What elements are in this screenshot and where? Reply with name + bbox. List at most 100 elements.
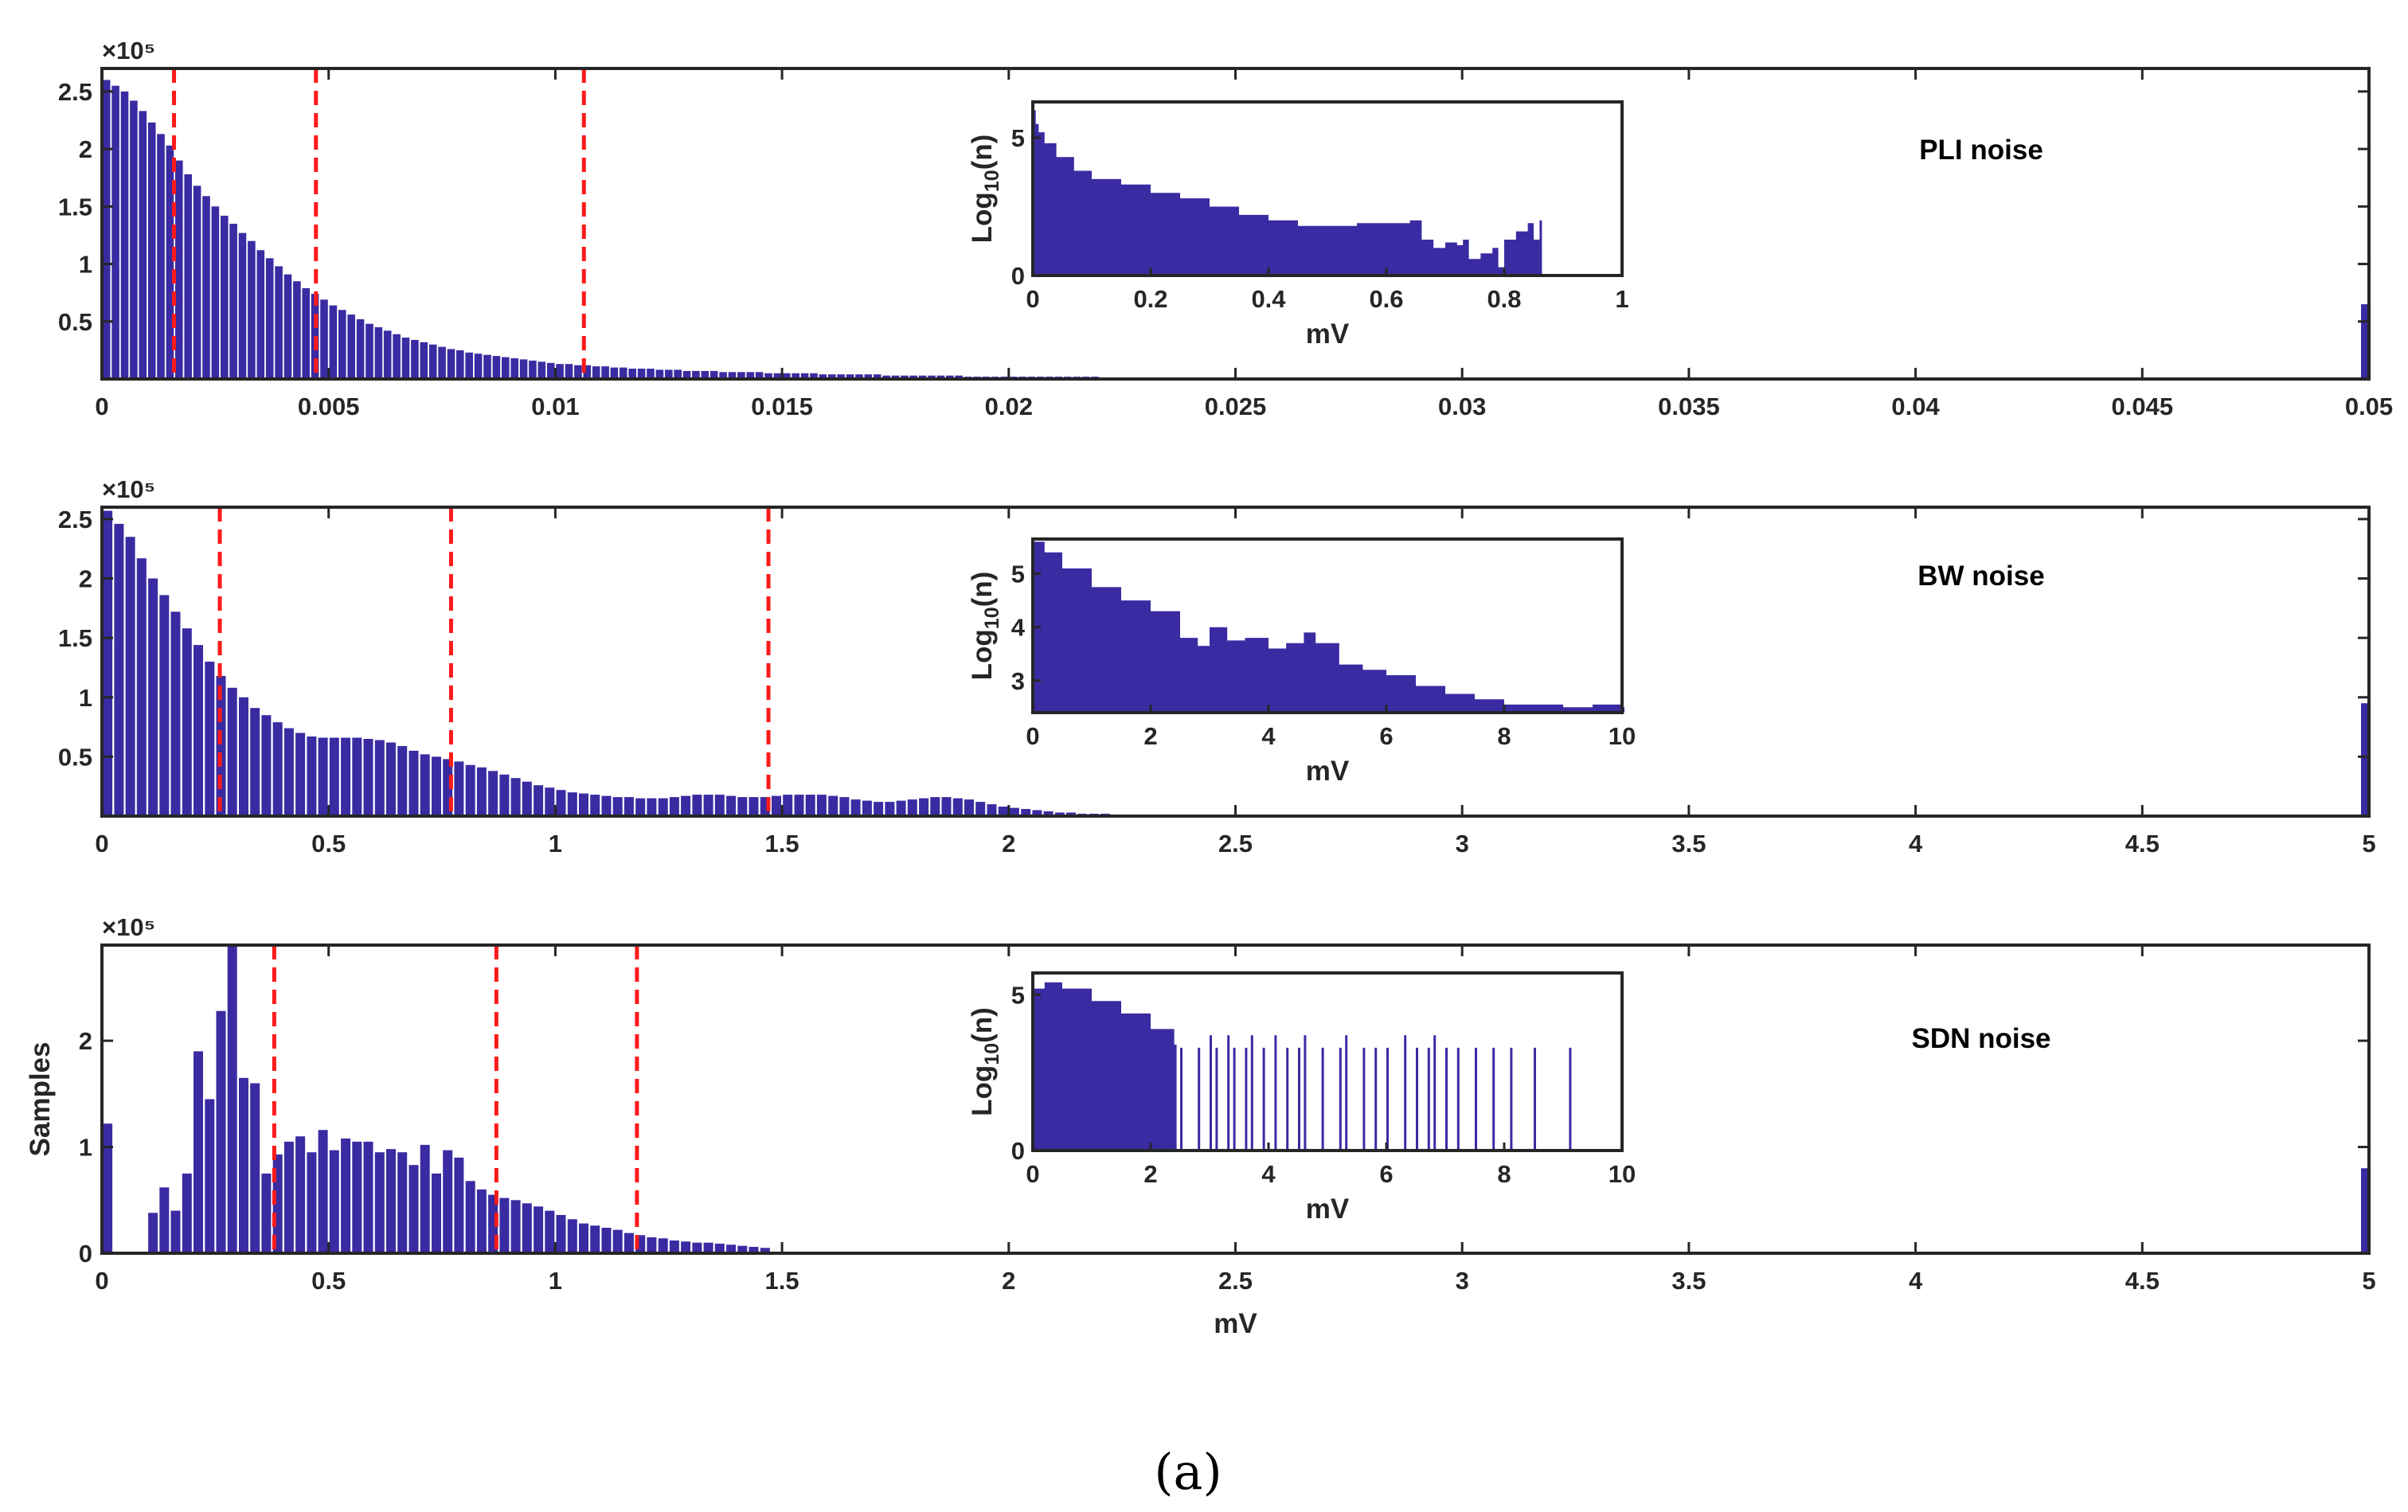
bar [227,687,237,816]
bar [612,1229,623,1253]
bar [601,1228,612,1253]
x-tick-label: 4 [1909,1267,1923,1295]
bar [907,799,917,816]
bar [574,365,582,379]
bar [647,369,655,379]
x-tick-label: 0.015 [751,393,813,420]
overflow-bar [2361,1168,2368,1253]
bar [170,1210,181,1253]
bar [567,1219,577,1253]
bar [610,367,619,379]
bar [205,1099,215,1253]
inset: 0 2 4 6 8 10 0 5 mV Log10(n) [967,971,1636,1225]
bar [130,100,138,380]
x-tick-label: 0 [95,393,108,420]
y-tick-label: 1 [79,684,92,712]
bar [647,798,657,816]
bar [465,764,475,816]
bar [492,356,501,379]
bar [157,134,165,380]
y-exponent: ×10⁵ [102,475,155,503]
bar [329,737,339,816]
bar [182,1173,192,1253]
bar [783,373,791,379]
x-tick-label: 3.5 [1671,1267,1706,1295]
bar [393,334,401,379]
x-tick-label: 2 [1002,830,1015,858]
bar [465,352,473,379]
inset-spike [1345,1035,1348,1151]
bar [635,798,646,816]
bar [216,1010,226,1253]
bar [819,374,827,379]
inset-x-tick-label: 4 [1261,1160,1276,1188]
inset-spike [1339,1047,1342,1151]
bar [499,1197,510,1253]
bar [612,797,623,816]
bar [366,323,373,379]
bar [529,360,537,379]
bar [488,771,498,816]
bar [810,373,818,379]
bar [447,349,455,379]
x-tick-label: 2.5 [1218,1267,1253,1295]
bar [737,1245,748,1253]
bar [628,369,636,379]
bar [443,1150,453,1253]
inset-spike [1362,1047,1366,1151]
bar [320,299,328,379]
x-tick-label: 3.5 [1671,830,1706,858]
inset: 0 2 4 6 8 10 3 4 5 mV Log10(n) [967,537,1636,787]
bar [941,797,952,816]
bar [194,645,203,816]
bar [545,787,555,816]
bar [862,800,872,816]
y-tick-label: 1 [79,251,92,279]
inset-spike [1456,1047,1460,1151]
bar [918,375,927,379]
bar [837,374,845,379]
bar [374,740,385,816]
bar [828,795,838,816]
x-axis-label: mV [1214,1308,1257,1339]
x-tick-label: 0.005 [298,393,360,420]
inset-x-tick-label: 0 [1026,1160,1039,1188]
bar [125,537,135,816]
x-tick-label: 5 [2362,830,2375,858]
bar [522,1203,532,1253]
bar [714,795,725,816]
bar [719,372,727,379]
bar [352,737,362,816]
inset-axes-box [1031,100,1624,277]
x-tick-label: 0.5 [311,1267,346,1295]
inset-x-tick-label: 0.4 [1251,285,1286,313]
bar [438,346,446,379]
inset-x-tick-label: 8 [1497,722,1511,750]
inset: 0 0.2 0.4 0.6 0.8 1 0 5 mV Log10(n) [967,100,1629,350]
bar [737,797,748,816]
bar [363,739,373,816]
inset-spike [1510,1047,1513,1151]
bar [534,1206,544,1253]
bar [658,1238,668,1253]
inset-spike [1274,1035,1277,1151]
bar [682,370,691,379]
bar [202,196,210,379]
bar [873,374,882,379]
bar [428,344,437,379]
bar [211,206,220,379]
bar [882,375,890,379]
inset-spike [1569,1047,1572,1151]
bar [692,370,700,379]
bar [283,274,292,379]
inset-spike [1250,1035,1253,1151]
bar [928,375,936,379]
x-tick-label: 1 [549,830,562,858]
bar [341,737,351,816]
inset-x-tick-label: 6 [1379,1160,1393,1188]
bar [329,1150,339,1253]
bar [295,1136,306,1253]
inset-spike [1321,1047,1324,1151]
y-tick-label: 1 [79,1134,92,1162]
